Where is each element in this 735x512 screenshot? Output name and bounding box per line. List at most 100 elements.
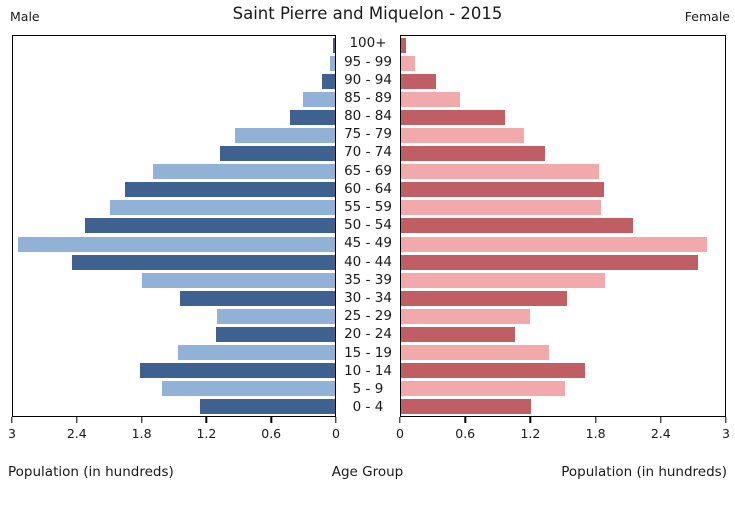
male-bar-row — [13, 108, 335, 126]
female-bar-90-94 — [401, 73, 436, 89]
x-axis-tick-label: 0.6 — [455, 426, 476, 441]
x-axis-tick-mark — [335, 417, 337, 423]
female-bar-row — [401, 253, 725, 271]
age-group-label: 90 - 94 — [344, 71, 392, 88]
age-group-label: 10 - 14 — [344, 362, 392, 379]
age-group-label: 40 - 44 — [344, 253, 392, 270]
male-bar-row — [13, 90, 335, 108]
female-bar-50-54 — [401, 218, 634, 234]
x-axis-tick-mark — [270, 417, 272, 423]
female-bar-row — [401, 72, 725, 90]
x-axis-tick-label: 0.6 — [261, 426, 282, 441]
female-bar-75-79 — [401, 128, 525, 144]
male-bar-0-4 — [199, 399, 335, 415]
x-axis-tick-label: 1.2 — [196, 426, 217, 441]
male-bar-row — [13, 326, 335, 344]
female-bar-row — [401, 36, 725, 54]
male-bar-10-14 — [139, 363, 335, 379]
female-bar-row — [401, 145, 725, 163]
x-axis-tick-label: 1.2 — [520, 426, 541, 441]
male-bar-row — [13, 199, 335, 217]
age-group-label: 5 - 9 — [352, 380, 384, 397]
age-group-label: 85 - 89 — [344, 89, 392, 106]
female-bar-row — [401, 108, 725, 126]
female-bar-70-74 — [401, 146, 545, 162]
female-bar-row — [401, 344, 725, 362]
female-bar-25-29 — [401, 308, 530, 324]
female-bar-row — [401, 126, 725, 144]
male-bar-75-79 — [235, 128, 335, 144]
female-axis-title: Population (in hundreds) — [561, 464, 727, 480]
male-bar-25-29 — [216, 308, 335, 324]
x-axis-tick-mark — [464, 417, 466, 423]
female-side-label: Female — [684, 9, 730, 24]
female-bar-row — [401, 362, 725, 380]
male-bar-30-34 — [180, 290, 335, 306]
male-axis-title: Population (in hundreds) — [8, 464, 174, 480]
x-axis-tick-label: 2.4 — [66, 426, 87, 441]
male-bar-row — [13, 145, 335, 163]
male-bar-row — [13, 181, 335, 199]
female-x-axis-ticks: 0 0.6 1.2 1.8 2.4 3 — [396, 417, 730, 451]
female-bar-5-9 — [401, 381, 566, 397]
age-group-label: 15 - 19 — [344, 344, 392, 361]
male-bar-row — [13, 235, 335, 253]
male-bar-row — [13, 126, 335, 144]
age-group-label: 75 - 79 — [344, 126, 392, 143]
male-bar-row — [13, 289, 335, 307]
age-group-label: 70 - 74 — [344, 144, 392, 161]
female-bar-row — [401, 380, 725, 398]
male-bars-panel — [12, 35, 336, 417]
male-bar-65-69 — [152, 164, 335, 180]
age-group-label: 65 - 69 — [344, 162, 392, 179]
female-bar-row — [401, 398, 725, 416]
female-bar-45-49 — [401, 236, 707, 252]
male-bar-35-39 — [141, 272, 335, 288]
age-group-axis-title: Age Group — [331, 464, 404, 480]
male-bar-60-64 — [124, 182, 335, 198]
x-axis-tick-mark — [725, 417, 727, 423]
male-bar-45-49 — [18, 236, 335, 252]
male-bar-80-84 — [289, 109, 335, 125]
age-group-label: 100+ — [349, 35, 387, 52]
age-group-label: 35 - 39 — [344, 271, 392, 288]
female-bar-row — [401, 181, 725, 199]
male-bar-55-59 — [109, 200, 335, 216]
x-axis-tick-label: 3 — [8, 426, 16, 441]
male-bar-100+ — [332, 37, 335, 53]
male-bar-row — [13, 217, 335, 235]
chart-title: Saint Pierre and Miquelon - 2015 — [232, 4, 503, 23]
age-group-axis: 100+ 95 - 99 90 - 94 85 - 89 80 - 84 75 - 79 7… — [336, 35, 400, 417]
female-bar-15-19 — [401, 345, 549, 361]
x-axis-tick-mark — [140, 417, 143, 423]
x-axis-tick-label: 1.8 — [585, 426, 606, 441]
x-axis-tick-mark — [205, 417, 208, 423]
male-bar-50-54 — [84, 218, 335, 234]
female-bar-40-44 — [401, 254, 698, 270]
male-bar-row — [13, 380, 335, 398]
male-bar-95-99 — [329, 55, 335, 71]
x-axis-tick-label: 0 — [332, 426, 340, 441]
male-bar-90-94 — [322, 73, 335, 89]
x-axis-tick-mark — [594, 417, 597, 423]
male-bar-row — [13, 307, 335, 325]
age-group-label: 30 - 34 — [344, 289, 392, 306]
x-axis-tick-mark — [529, 417, 532, 423]
x-axis-tick-mark — [660, 417, 662, 423]
x-axis-tick-mark — [11, 417, 13, 423]
female-bar-0-4 — [401, 399, 531, 415]
female-bar-30-34 — [401, 290, 568, 306]
male-bar-row — [13, 36, 335, 54]
female-bars-panel — [400, 35, 726, 417]
age-group-label: 20 - 24 — [344, 326, 392, 343]
x-axis-tick-mark — [76, 417, 78, 423]
male-bar-70-74 — [220, 146, 335, 162]
female-bar-55-59 — [401, 200, 601, 216]
age-group-label: 45 - 49 — [344, 235, 392, 252]
female-bar-10-14 — [401, 363, 585, 379]
female-bar-row — [401, 289, 725, 307]
male-bar-15-19 — [178, 345, 335, 361]
female-bar-row — [401, 163, 725, 181]
male-bar-row — [13, 253, 335, 271]
x-axis-tick-mark — [399, 417, 401, 423]
